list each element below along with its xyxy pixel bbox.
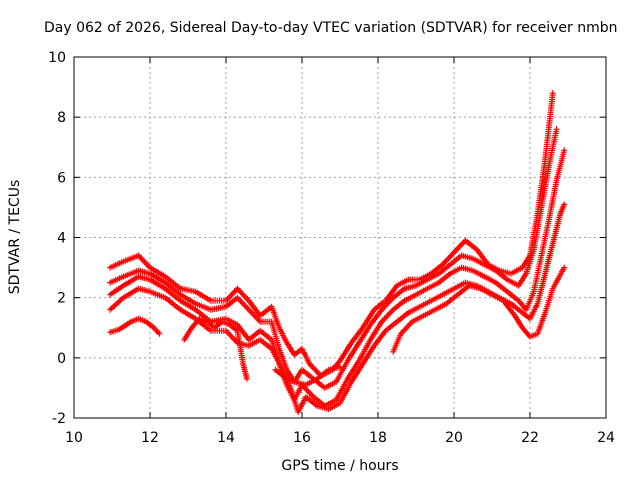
x-tick-label: 24: [597, 430, 615, 446]
series-trace-2: [107, 126, 560, 391]
series-trace-1: [107, 90, 556, 379]
series-trace-8: [390, 264, 568, 355]
x-tick-label: 10: [65, 430, 83, 446]
marker-path-trace-8: [390, 264, 568, 355]
x-tick-label: 20: [445, 430, 463, 446]
marker-path-trace-1: [107, 90, 556, 379]
y-tick-label: -2: [52, 411, 66, 427]
series-trace-3: [107, 147, 568, 409]
y-tick-label: 4: [57, 231, 66, 247]
x-axis-label: GPS time / hours: [281, 458, 398, 474]
y-tick-label: 8: [57, 110, 66, 126]
y-tick-label: 10: [48, 50, 66, 66]
y-tick-label: 0: [57, 351, 66, 367]
chart-title: Day 062 of 2026, Sidereal Day-to-day VTE…: [44, 20, 618, 36]
x-tick-label: 16: [293, 430, 311, 446]
x-tick-label: 18: [369, 430, 387, 446]
marker-path-trace-2: [107, 126, 560, 391]
x-tick-label: 14: [217, 430, 235, 446]
series-trace-6: [181, 315, 250, 382]
marker-path-trace-6: [181, 315, 250, 382]
series-trace-5: [107, 315, 163, 337]
marker-path-trace-3: [107, 147, 568, 409]
y-axis-label: SDTVAR / TECUs: [7, 180, 23, 295]
y-tick-label: 2: [57, 291, 66, 307]
marker-path-trace-5: [107, 315, 163, 337]
x-tick-label: 22: [521, 430, 539, 446]
x-tick-label: 12: [141, 430, 159, 446]
data-series-layer: [107, 90, 568, 415]
marker-path-trace-7: [272, 363, 343, 388]
y-tick-label: 6: [57, 170, 66, 186]
series-trace-7: [272, 363, 343, 388]
